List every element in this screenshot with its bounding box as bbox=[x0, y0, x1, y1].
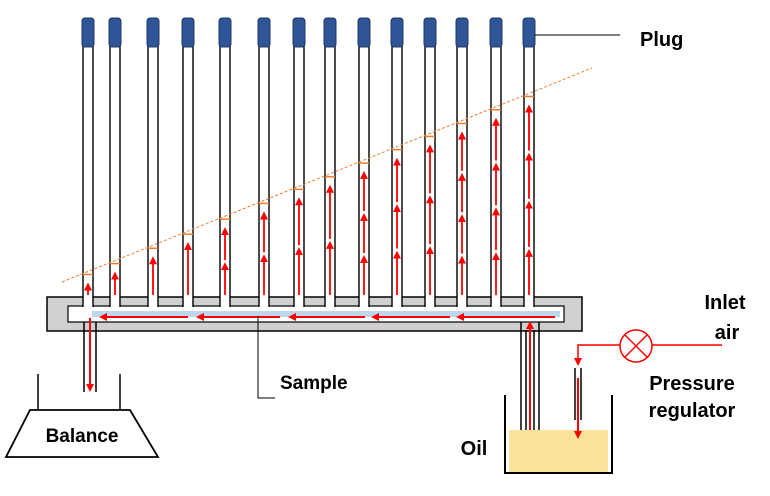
plug bbox=[455, 17, 469, 48]
tube bbox=[258, 40, 270, 307]
tube bbox=[219, 40, 231, 307]
plug bbox=[489, 17, 503, 48]
plug-label: Plug bbox=[640, 29, 683, 51]
sample-label: Sample bbox=[280, 373, 348, 394]
tube bbox=[82, 40, 94, 307]
inlet-air-label-line1: Inlet bbox=[704, 292, 745, 314]
plug bbox=[181, 17, 195, 48]
sample-layer bbox=[92, 311, 560, 317]
tube bbox=[324, 40, 336, 307]
tube-group bbox=[81, 17, 536, 307]
level-trend-line bbox=[61, 67, 593, 283]
plug bbox=[292, 17, 306, 48]
tube bbox=[109, 40, 121, 307]
pressure-regulator-valve bbox=[619, 329, 653, 363]
plug bbox=[390, 17, 404, 48]
plug bbox=[257, 17, 271, 48]
flow-arrows-up bbox=[83, 95, 534, 295]
tube bbox=[293, 40, 305, 307]
plug bbox=[357, 17, 371, 48]
plug bbox=[522, 17, 536, 48]
plug bbox=[81, 17, 95, 48]
plug bbox=[423, 17, 437, 48]
tube bbox=[147, 40, 159, 307]
balance-label: Balance bbox=[46, 426, 119, 447]
outlet-pipe bbox=[83, 322, 97, 392]
pressure-regulator-label-line2: regulator bbox=[649, 400, 736, 422]
plug bbox=[218, 17, 232, 48]
inlet-air-label-line2: air bbox=[715, 322, 740, 344]
plug bbox=[108, 17, 122, 48]
tube bbox=[182, 40, 194, 307]
pressure-regulator-label-line1: Pressure bbox=[649, 373, 735, 395]
plug bbox=[146, 17, 160, 48]
oil-beaker bbox=[504, 395, 613, 474]
oil-label: Oil bbox=[461, 438, 488, 460]
air-line bbox=[574, 344, 722, 439]
plug bbox=[323, 17, 337, 48]
balance bbox=[4, 374, 160, 458]
sample-leader-line bbox=[257, 316, 275, 399]
